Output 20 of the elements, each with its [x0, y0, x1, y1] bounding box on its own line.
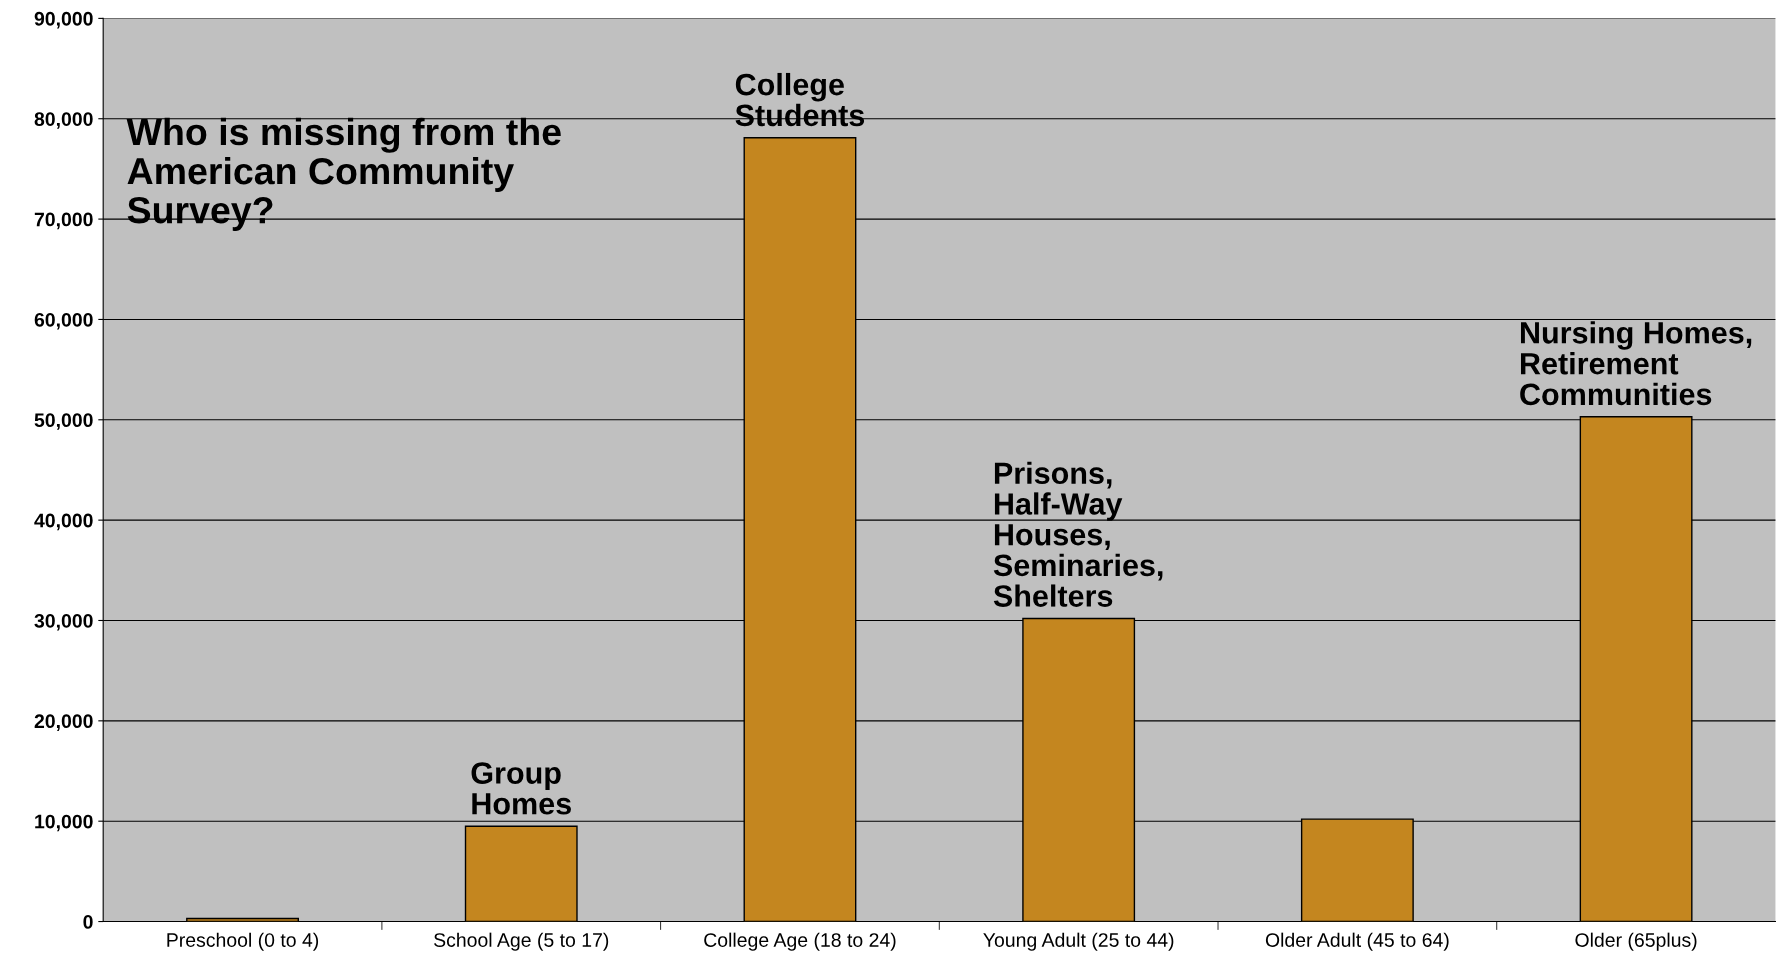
x-tick-label: College Age (18 to 24) — [704, 932, 896, 951]
annotation: Group Homes — [471, 762, 571, 815]
y-tick-label: 40,000 — [34, 513, 93, 531]
x-tick-label: Young Adult (25 to 44) — [983, 932, 1174, 951]
y-tick-label: 10,000 — [35, 814, 93, 832]
x-tick-label: Older Adult (45 to 64) — [1265, 932, 1449, 951]
y-tick-label: 60,000 — [34, 312, 93, 330]
y-tick-label: 20,000 — [34, 714, 93, 731]
x-tick-label: Older (65plus) — [1575, 932, 1697, 951]
y-tick-label: 90,000 — [34, 11, 93, 29]
annotation: Prisons, Half-Way Houses, Seminaries, Shelters — [993, 461, 1163, 607]
annotation: Nursing Homes, Retirement Communities — [1520, 321, 1752, 406]
x-tick-label: Preschool (0 to 4) — [167, 932, 319, 951]
y-tick-label: 80,000 — [34, 112, 93, 129]
x-tick-label: School Age (5 to 17) — [434, 932, 609, 951]
y-tick-label: 50,000 — [34, 413, 93, 430]
y-tick-label: 0 — [83, 915, 93, 929]
y-tick-label: 70,000 — [34, 212, 93, 230]
bar — [464, 825, 578, 922]
y-tick-label: 30,000 — [34, 613, 93, 631]
